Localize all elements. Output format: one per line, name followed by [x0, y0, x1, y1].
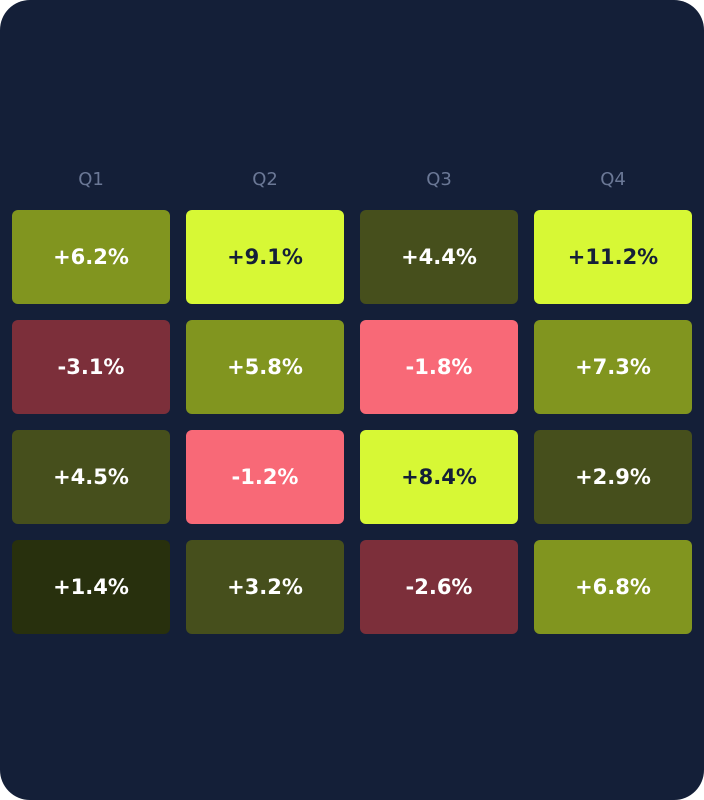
- heatmap-cell-r1-q1: +6.2%: [12, 210, 170, 304]
- heatmap-cell-r3-q1: +4.5%: [12, 430, 170, 524]
- heatmap-cell-r1-q2: +9.1%: [186, 210, 344, 304]
- heatmap-cell-r1-q4: +11.2%: [534, 210, 692, 304]
- heatmap-cell-r2-q2: +5.8%: [186, 320, 344, 414]
- heatmap-cell-r2-q1: -3.1%: [12, 320, 170, 414]
- heatmap-cell-r4-q4: +6.8%: [534, 540, 692, 634]
- heatmap-cell-r4-q1: +1.4%: [12, 540, 170, 634]
- heatmap-cell-r3-q4: +2.9%: [534, 430, 692, 524]
- column-header-q1: Q1: [78, 169, 104, 190]
- heatmap-cell-r3-q2: -1.2%: [186, 430, 344, 524]
- column-header-q2: Q2: [252, 169, 278, 190]
- heatmap-cell-r3-q3: +8.4%: [360, 430, 518, 524]
- heatmap-cell-r4-q3: -2.6%: [360, 540, 518, 634]
- heatmap-cell-r2-q4: +7.3%: [534, 320, 692, 414]
- column-header-q3: Q3: [426, 169, 452, 190]
- heatmap-cell-r2-q3: -1.8%: [360, 320, 518, 414]
- heatmap-cell-r1-q3: +4.4%: [360, 210, 518, 304]
- column-header-q4: Q4: [600, 169, 626, 190]
- heatmap-cell-r4-q2: +3.2%: [186, 540, 344, 634]
